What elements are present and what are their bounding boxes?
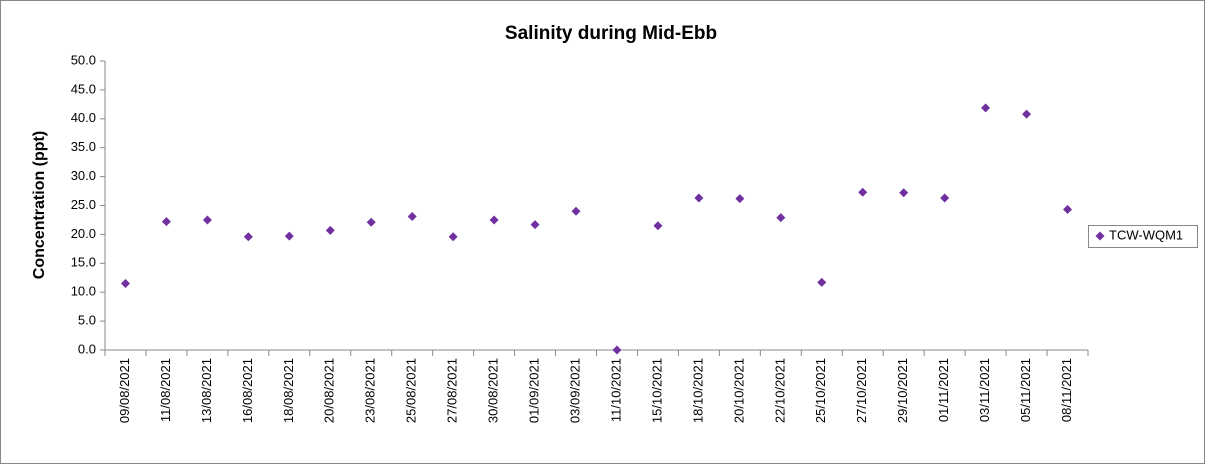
data-point — [571, 206, 581, 216]
x-tick-label: 03/09/2021 — [567, 358, 582, 423]
y-tick-label: 40.0 — [71, 110, 96, 125]
data-point — [612, 345, 622, 355]
x-tick-label: 03/11/2021 — [977, 358, 992, 422]
data-point — [530, 220, 540, 230]
legend-marker — [1095, 231, 1105, 241]
data-point — [120, 279, 130, 289]
y-tick-label: 10.0 — [71, 284, 96, 299]
data-point — [899, 188, 909, 198]
y-tick-label: 50.0 — [71, 52, 96, 67]
x-tick-label: 18/08/2021 — [281, 358, 296, 423]
x-tick-label: 16/08/2021 — [240, 358, 255, 423]
x-tick-label: 08/11/2021 — [1059, 358, 1074, 422]
data-point — [735, 194, 745, 204]
x-tick-label: 30/08/2021 — [486, 358, 501, 423]
data-point — [366, 217, 376, 227]
x-tick-label: 18/10/2021 — [690, 358, 705, 423]
data-point — [489, 215, 499, 225]
data-point — [776, 213, 786, 223]
x-tick-label: 11/10/2021 — [608, 358, 623, 422]
data-point — [284, 231, 294, 241]
y-tick-label: 15.0 — [71, 255, 96, 270]
data-point — [1022, 109, 1032, 119]
data-point — [202, 215, 212, 225]
x-tick-label: 01/09/2021 — [527, 358, 542, 423]
x-tick-label: 11/08/2021 — [158, 358, 173, 422]
x-tick-label: 25/08/2021 — [404, 358, 419, 423]
data-point — [1063, 205, 1073, 215]
x-tick-label: 20/08/2021 — [322, 358, 337, 423]
y-tick-label: 35.0 — [71, 139, 96, 154]
data-point — [448, 232, 458, 242]
data-point — [940, 193, 950, 203]
data-point — [694, 193, 704, 203]
data-point — [325, 225, 335, 235]
y-tick-label: 5.0 — [78, 313, 96, 328]
y-tick-label: 0.0 — [78, 341, 96, 356]
x-tick-label: 20/10/2021 — [731, 358, 746, 423]
data-point — [243, 232, 253, 242]
x-tick-label: 22/10/2021 — [772, 358, 787, 423]
data-point — [653, 221, 663, 231]
data-point — [981, 103, 991, 113]
x-tick-label: 27/08/2021 — [445, 358, 460, 423]
x-tick-label: 05/11/2021 — [1018, 358, 1033, 422]
y-tick-label: 30.0 — [71, 168, 96, 183]
y-tick-label: 25.0 — [71, 197, 96, 212]
y-tick-label: 45.0 — [71, 81, 96, 96]
chart-title: Salinity during Mid-Ebb — [505, 23, 717, 44]
x-tick-label: 29/10/2021 — [895, 358, 910, 423]
x-tick-label: 15/10/2021 — [649, 358, 664, 423]
y-axis-label: Concentration (ppt) — [31, 131, 48, 279]
x-tick-label: 01/11/2021 — [936, 358, 951, 422]
data-point — [858, 187, 868, 197]
legend-box — [1088, 225, 1198, 248]
x-tick-label: 13/08/2021 — [199, 358, 214, 423]
data-point — [817, 277, 827, 287]
x-tick-label: 27/10/2021 — [854, 358, 869, 423]
data-point — [161, 217, 171, 227]
y-tick-label: 20.0 — [71, 226, 96, 241]
data-point — [407, 211, 417, 221]
x-tick-label: 09/08/2021 — [117, 358, 132, 423]
x-tick-label: 23/08/2021 — [363, 358, 378, 423]
legend-label: TCW-WQM1 — [1109, 227, 1183, 242]
x-tick-label: 25/10/2021 — [813, 358, 828, 423]
